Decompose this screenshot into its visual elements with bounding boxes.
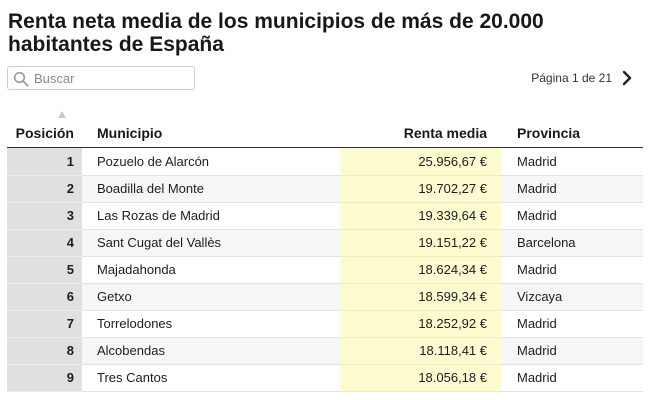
cell-posicion: 7: [7, 310, 82, 338]
cell-municipio: Tres Cantos: [82, 364, 340, 392]
table-row: 8 Alcobendas 18.118,41 € Madrid: [7, 337, 643, 365]
cell-municipio: Pozuelo de Alarcón: [82, 147, 340, 176]
cell-municipio: Majadahonda: [82, 256, 340, 284]
cell-provincia: Madrid: [501, 202, 643, 230]
cell-provincia: Madrid: [501, 147, 643, 176]
table-row: 3 Las Rozas de Madrid 19.339,64 € Madrid: [7, 202, 643, 230]
column-header-municipio[interactable]: Municipio: [82, 119, 340, 148]
cell-renta-media: 18.056,18 €: [340, 364, 501, 392]
cell-provincia: Madrid: [501, 364, 643, 392]
cell-municipio: Sant Cugat del Vallès: [82, 229, 340, 257]
cell-renta-media: 18.118,41 €: [340, 337, 501, 365]
cell-renta-media: 19.151,22 €: [340, 229, 501, 257]
cell-provincia: Madrid: [501, 175, 643, 203]
cell-provincia: Madrid: [501, 337, 643, 365]
column-header-posicion[interactable]: Posición: [7, 119, 82, 148]
cell-municipio: Torrelodones: [82, 310, 340, 338]
cell-posicion: 6: [7, 283, 82, 311]
page-title: Renta neta media de los municipios de má…: [8, 10, 544, 56]
cell-renta-media: 18.252,92 €: [340, 310, 501, 338]
search-box[interactable]: [7, 66, 195, 90]
cell-provincia: Barcelona: [501, 229, 643, 257]
chevron-right-icon: [622, 70, 632, 86]
column-header-provincia[interactable]: Provincia: [501, 119, 643, 148]
search-icon: [13, 71, 29, 87]
table-row: 2 Boadilla del Monte 19.702,27 € Madrid: [7, 175, 643, 203]
next-page-button[interactable]: [622, 70, 632, 86]
cell-municipio: Boadilla del Monte: [82, 175, 340, 203]
cell-renta-media: 19.339,64 €: [340, 202, 501, 230]
cell-posicion: 1: [7, 147, 82, 176]
table-row: 9 Tres Cantos 18.056,18 € Madrid: [7, 364, 643, 392]
sort-ascending-icon: [58, 111, 66, 118]
table-row: 6 Getxo 18.599,34 € Vizcaya: [7, 283, 643, 311]
table-row: 7 Torrelodones 18.252,92 € Madrid: [7, 310, 643, 338]
cell-renta-media: 18.624,34 €: [340, 256, 501, 284]
table-row: 5 Majadahonda 18.624,34 € Madrid: [7, 256, 643, 284]
table-row: 4 Sant Cugat del Vallès 19.151,22 € Barc…: [7, 229, 643, 257]
cell-municipio: Las Rozas de Madrid: [82, 202, 340, 230]
cell-posicion: 5: [7, 256, 82, 284]
cell-provincia: Madrid: [501, 256, 643, 284]
cell-provincia: Vizcaya: [501, 283, 643, 311]
page-indicator: Página 1 de 21: [531, 71, 612, 85]
cell-posicion: 3: [7, 202, 82, 230]
pagination: Página 1 de 21: [531, 68, 632, 88]
ranking-table: Posición Municipio Renta media Provincia…: [7, 119, 643, 392]
cell-posicion: 2: [7, 175, 82, 203]
search-input[interactable]: [34, 69, 190, 87]
table-row: 1 Pozuelo de Alarcón 25.956,67 € Madrid: [7, 147, 643, 176]
cell-municipio: Alcobendas: [82, 337, 340, 365]
cell-posicion: 9: [7, 364, 82, 392]
table-header-row: Posición Municipio Renta media Provincia: [7, 119, 643, 148]
cell-posicion: 4: [7, 229, 82, 257]
column-header-renta-media[interactable]: Renta media: [340, 119, 501, 148]
cell-renta-media: 18.599,34 €: [340, 283, 501, 311]
cell-posicion: 8: [7, 337, 82, 365]
cell-renta-media: 25.956,67 €: [340, 147, 501, 176]
cell-provincia: Madrid: [501, 310, 643, 338]
cell-renta-media: 19.702,27 €: [340, 175, 501, 203]
cell-municipio: Getxo: [82, 283, 340, 311]
